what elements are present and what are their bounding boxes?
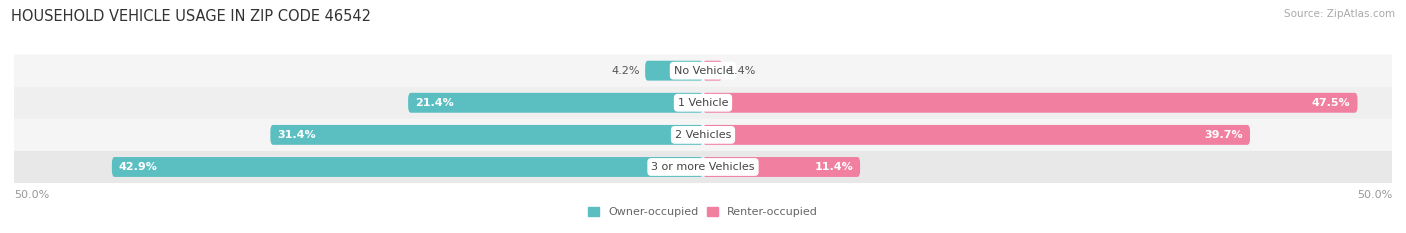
Legend: Owner-occupied, Renter-occupied: Owner-occupied, Renter-occupied — [588, 207, 818, 217]
Text: 39.7%: 39.7% — [1205, 130, 1243, 140]
FancyBboxPatch shape — [7, 119, 1399, 151]
Text: 1.4%: 1.4% — [728, 66, 756, 76]
FancyBboxPatch shape — [408, 93, 703, 113]
Text: 11.4%: 11.4% — [814, 162, 853, 172]
Text: 1 Vehicle: 1 Vehicle — [678, 98, 728, 108]
Text: HOUSEHOLD VEHICLE USAGE IN ZIP CODE 46542: HOUSEHOLD VEHICLE USAGE IN ZIP CODE 4654… — [11, 9, 371, 24]
FancyBboxPatch shape — [703, 61, 723, 81]
Text: No Vehicle: No Vehicle — [673, 66, 733, 76]
FancyBboxPatch shape — [703, 157, 860, 177]
FancyBboxPatch shape — [645, 61, 703, 81]
FancyBboxPatch shape — [270, 125, 703, 145]
Text: 2 Vehicles: 2 Vehicles — [675, 130, 731, 140]
FancyBboxPatch shape — [7, 87, 1399, 119]
Text: 21.4%: 21.4% — [415, 98, 454, 108]
Text: Source: ZipAtlas.com: Source: ZipAtlas.com — [1284, 9, 1395, 19]
Text: 50.0%: 50.0% — [14, 190, 49, 200]
FancyBboxPatch shape — [112, 157, 703, 177]
Text: 3 or more Vehicles: 3 or more Vehicles — [651, 162, 755, 172]
FancyBboxPatch shape — [7, 151, 1399, 183]
FancyBboxPatch shape — [7, 55, 1399, 87]
Text: 47.5%: 47.5% — [1312, 98, 1351, 108]
FancyBboxPatch shape — [703, 125, 1250, 145]
Text: 50.0%: 50.0% — [1357, 190, 1392, 200]
Text: 42.9%: 42.9% — [118, 162, 157, 172]
FancyBboxPatch shape — [703, 93, 1358, 113]
Text: 4.2%: 4.2% — [612, 66, 640, 76]
Text: 31.4%: 31.4% — [277, 130, 316, 140]
